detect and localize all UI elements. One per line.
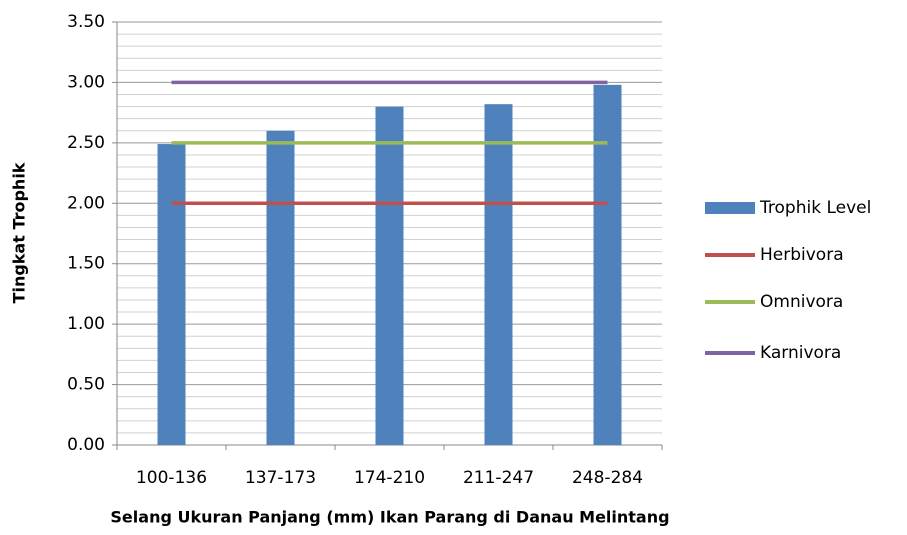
x-axis-title: Selang Ukuran Panjang (mm) Ikan Parang d…	[110, 508, 669, 527]
y-tick-label: 2.50	[67, 133, 105, 153]
legend-label: Trophik Level	[759, 198, 871, 218]
y-tick-label: 0.50	[67, 375, 105, 395]
x-tick-label: 248-284	[572, 468, 643, 488]
legend-swatch	[705, 202, 755, 214]
y-tick-label: 3.00	[67, 72, 105, 92]
bar	[484, 104, 513, 445]
x-tick-label: 100-136	[136, 468, 207, 488]
y-tick-label: 0.00	[67, 435, 105, 455]
x-tick-label: 211-247	[463, 468, 534, 488]
legend-label: Herbivora	[760, 245, 844, 265]
legend-label: Omnivora	[760, 292, 843, 312]
x-tick-label: 137-173	[245, 468, 316, 488]
x-tick-label: 174-210	[354, 468, 425, 488]
bar	[375, 106, 404, 445]
y-tick-label: 2.00	[67, 193, 105, 213]
y-tick-label: 1.50	[67, 254, 105, 274]
bar	[157, 144, 186, 445]
y-axis-title: Tingkat Trophik	[10, 162, 29, 303]
legend-label: Karnivora	[760, 343, 841, 363]
y-tick-label: 1.00	[67, 314, 105, 334]
bar	[593, 84, 622, 446]
bar	[266, 130, 295, 445]
y-tick-label: 3.50	[67, 12, 105, 32]
